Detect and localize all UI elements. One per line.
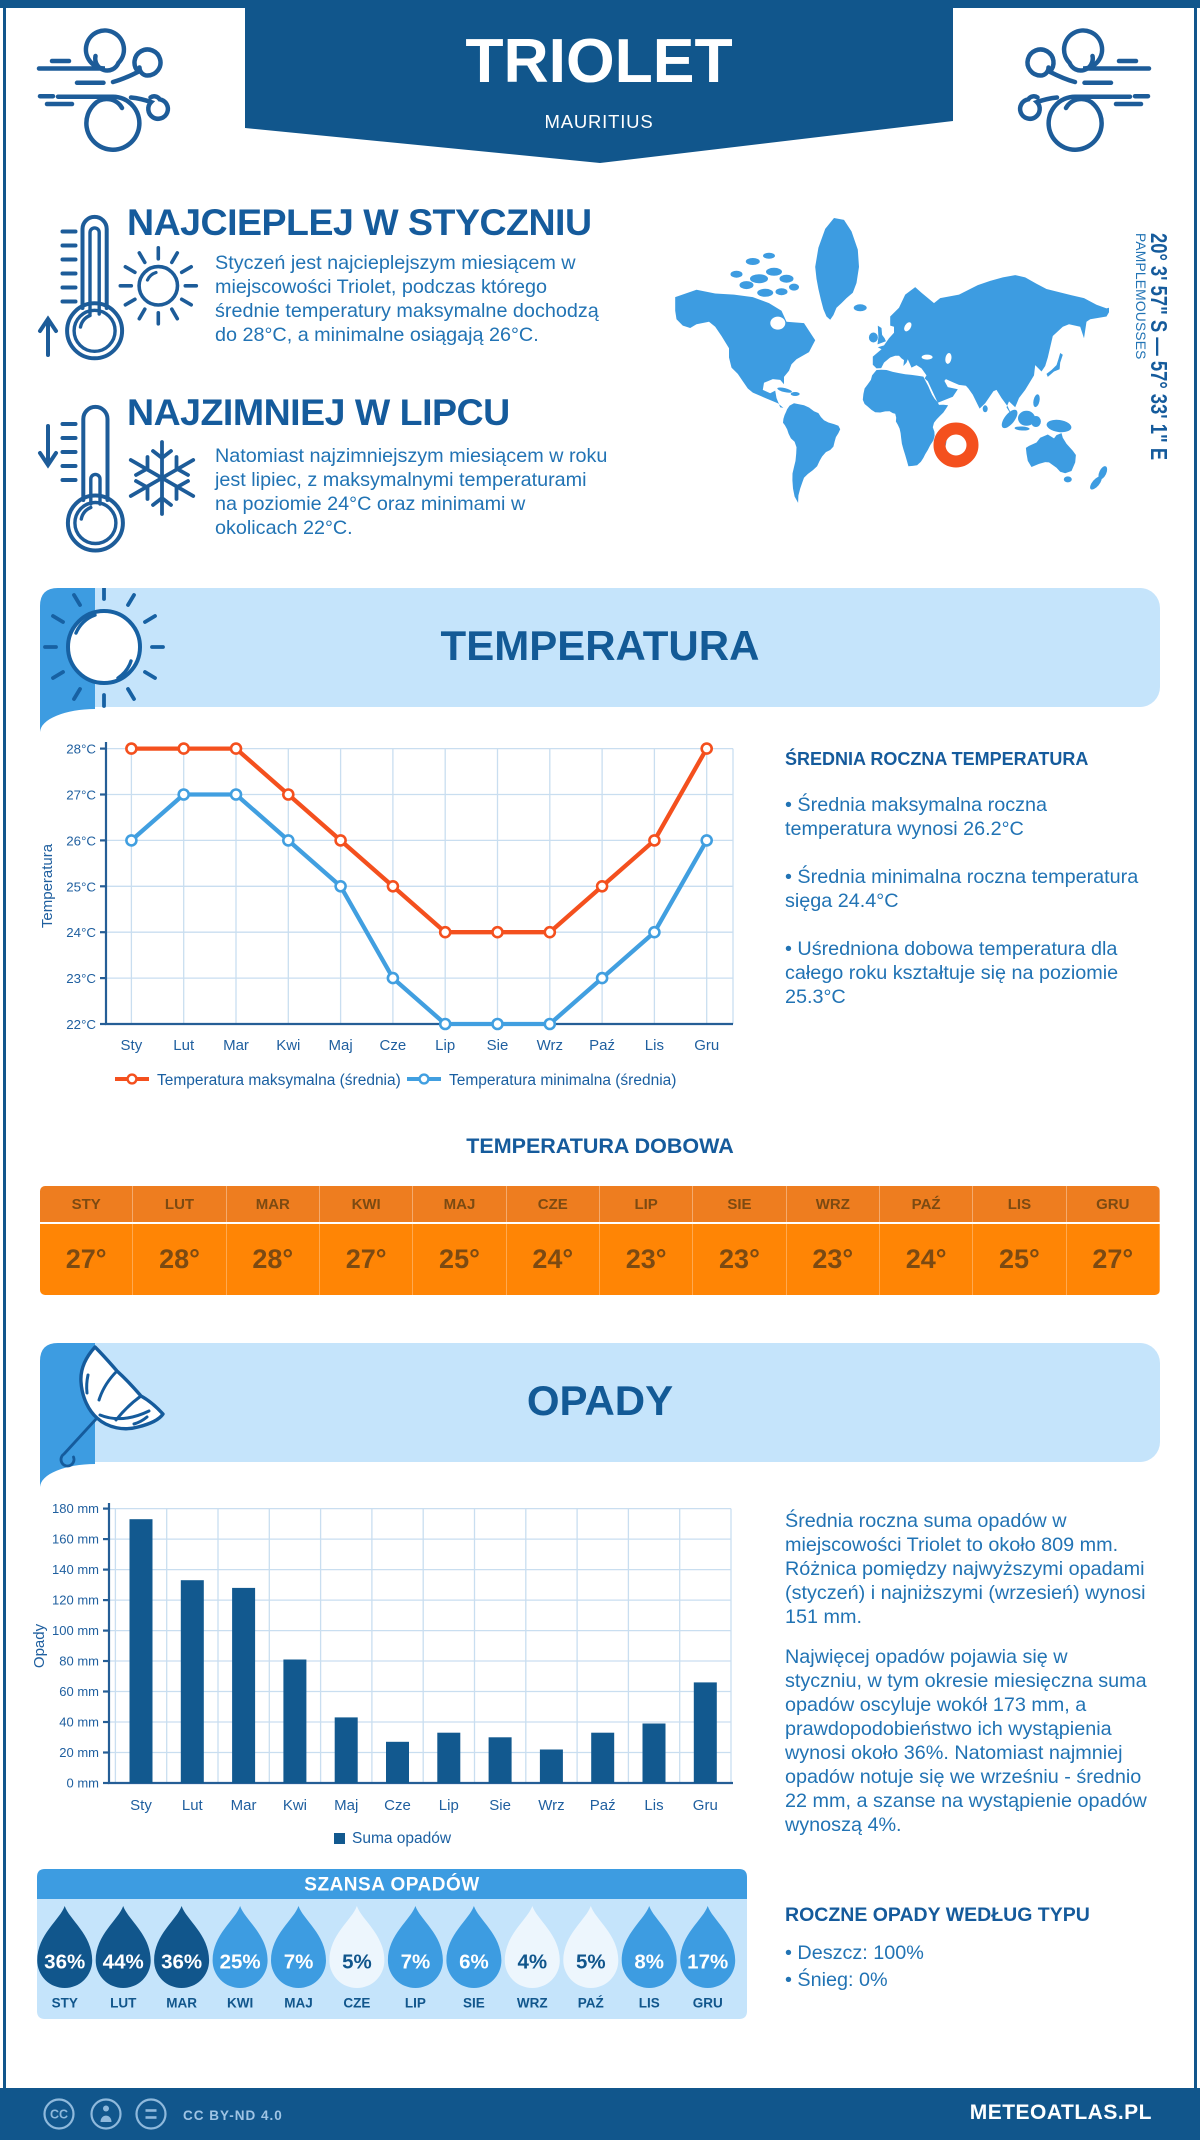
svg-text:LUT: LUT [110, 1996, 137, 2011]
svg-text:Maj: Maj [334, 1797, 358, 1814]
svg-text:17%: 17% [687, 1951, 728, 1974]
svg-text:LIP: LIP [405, 1996, 426, 2011]
svg-text:LIS: LIS [639, 1996, 660, 2011]
svg-text:Sie: Sie [487, 1037, 509, 1054]
svg-text:CZE: CZE [343, 1996, 370, 2011]
svg-text:6%: 6% [459, 1951, 489, 1974]
svg-text:CC: CC [50, 2108, 68, 2122]
svg-text:24°C: 24°C [66, 925, 96, 940]
svg-text:22°C: 22°C [66, 1017, 96, 1032]
svg-text:40 mm: 40 mm [59, 1715, 99, 1730]
svg-text:Kwi: Kwi [283, 1797, 307, 1814]
svg-text:Cze: Cze [380, 1037, 407, 1054]
svg-text:Gru: Gru [694, 1037, 719, 1054]
svg-text:Temperatura minimalna (średnia: Temperatura minimalna (średnia) [449, 1072, 676, 1089]
svg-text:100 mm: 100 mm [52, 1623, 99, 1638]
svg-text:STY: STY [52, 1996, 78, 2011]
svg-text:Lut: Lut [182, 1797, 204, 1814]
svg-text:Sty: Sty [130, 1797, 152, 1814]
svg-text:120 mm: 120 mm [52, 1593, 99, 1608]
svg-text:7%: 7% [401, 1951, 431, 1974]
svg-text:8%: 8% [634, 1951, 664, 1974]
svg-text:5%: 5% [576, 1951, 606, 1974]
svg-text:KWI: KWI [227, 1996, 253, 2011]
svg-text:GRU: GRU [693, 1996, 723, 2011]
svg-text:36%: 36% [44, 1951, 85, 1974]
svg-text:4%: 4% [517, 1951, 547, 1974]
svg-text:Wrz: Wrz [538, 1797, 564, 1814]
svg-text:PAŹ: PAŹ [578, 1996, 604, 2011]
svg-text:Temperatura maksymalna (średni: Temperatura maksymalna (średnia) [157, 1072, 401, 1089]
svg-text:28°C: 28°C [66, 742, 96, 757]
svg-text:23°C: 23°C [66, 971, 96, 986]
svg-text:SZANSA OPADÓW: SZANSA OPADÓW [304, 1874, 479, 1896]
svg-text:160 mm: 160 mm [52, 1532, 99, 1547]
svg-text:Sie: Sie [489, 1797, 511, 1814]
svg-text:5%: 5% [342, 1951, 372, 1974]
svg-text:Mar: Mar [223, 1037, 249, 1054]
svg-text:Kwi: Kwi [276, 1037, 300, 1054]
svg-text:Cze: Cze [384, 1797, 411, 1814]
svg-text:Gru: Gru [693, 1797, 718, 1814]
svg-text:0 mm: 0 mm [67, 1776, 100, 1791]
svg-text:Lut: Lut [173, 1037, 195, 1054]
svg-text:Lip: Lip [439, 1797, 459, 1814]
svg-text:36%: 36% [161, 1951, 202, 1974]
svg-text:MAR: MAR [166, 1996, 197, 2011]
svg-text:Lis: Lis [645, 1037, 664, 1054]
svg-text:Maj: Maj [329, 1037, 353, 1054]
svg-text:20 mm: 20 mm [59, 1745, 99, 1760]
svg-text:CC BY-ND 4.0: CC BY-ND 4.0 [183, 2108, 283, 2123]
svg-text:80 mm: 80 mm [59, 1654, 99, 1669]
svg-text:Lip: Lip [435, 1037, 455, 1054]
svg-text:Sty: Sty [121, 1037, 143, 1054]
svg-text:25%: 25% [220, 1951, 261, 1974]
svg-text:Lis: Lis [644, 1797, 663, 1814]
svg-text:Mar: Mar [231, 1797, 257, 1814]
svg-text:140 mm: 140 mm [52, 1562, 99, 1577]
svg-text:Paź: Paź [590, 1797, 616, 1814]
svg-text:26°C: 26°C [66, 833, 96, 848]
svg-text:7%: 7% [284, 1951, 314, 1974]
svg-text:27°C: 27°C [66, 788, 96, 803]
svg-text:Wrz: Wrz [537, 1037, 563, 1054]
svg-text:Suma opadów: Suma opadów [352, 1830, 452, 1847]
svg-text:SIE: SIE [463, 1996, 485, 2011]
svg-text:180 mm: 180 mm [52, 1501, 99, 1516]
svg-text:60 mm: 60 mm [59, 1684, 99, 1699]
svg-text:Paź: Paź [589, 1037, 615, 1054]
svg-text:WRZ: WRZ [517, 1996, 548, 2011]
svg-text:Opady: Opady [31, 1623, 48, 1668]
svg-text:25°C: 25°C [66, 879, 96, 894]
svg-text:44%: 44% [103, 1951, 144, 1974]
svg-text:Temperatura: Temperatura [39, 843, 56, 928]
svg-text:MAJ: MAJ [284, 1996, 313, 2011]
